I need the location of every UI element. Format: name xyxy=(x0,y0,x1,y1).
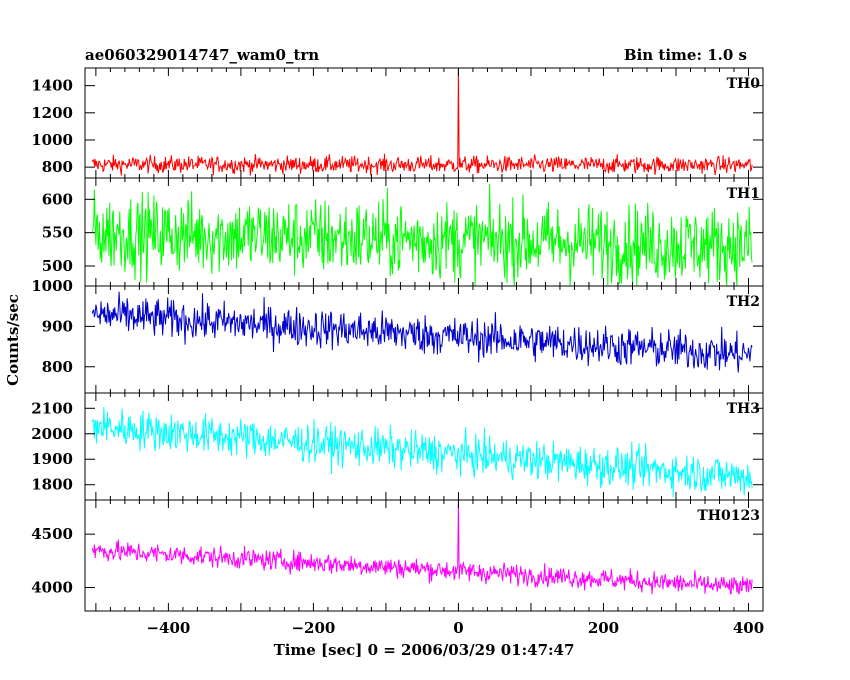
x-tick-label: −400 xyxy=(146,619,190,637)
chart-title: ae060329014747_wam0_trn xyxy=(85,46,319,64)
panel-label-th0123: TH0123 xyxy=(697,508,760,524)
y-tick-label-th3: 2100 xyxy=(31,399,73,417)
panel-label-th2: TH2 xyxy=(727,294,760,310)
y-tick-label-th0123: 4500 xyxy=(31,525,73,543)
x-tick-label: 400 xyxy=(733,619,764,637)
y-tick-label-th1: 500 xyxy=(42,257,73,275)
panel-label-th1: TH1 xyxy=(727,186,760,202)
series-line-th0123 xyxy=(91,499,753,596)
y-tick-label-th2: 900 xyxy=(42,317,73,335)
panel-label-th3: TH3 xyxy=(727,401,760,417)
y-tick-label-th3: 2000 xyxy=(31,425,73,443)
series-line-th0 xyxy=(91,67,753,176)
x-tick-label: −200 xyxy=(291,619,335,637)
x-tick-label: 200 xyxy=(588,619,619,637)
y-tick-label-th2: 800 xyxy=(42,358,73,376)
y-tick-label-th0: 1200 xyxy=(31,104,73,122)
y-tick-label-th2: 1000 xyxy=(31,277,73,295)
series-line-th1 xyxy=(91,183,753,287)
x-tick-label: 0 xyxy=(453,619,463,637)
series-line-th3 xyxy=(91,406,753,498)
panel-frame-th0123 xyxy=(84,499,764,612)
panels-group: 800 1000 1200 1400 TH0 500 550 600 TH1 800 900 1000… xyxy=(31,67,764,637)
y-tick-label-th0123: 4000 xyxy=(31,579,73,597)
series-line-th2 xyxy=(91,291,753,373)
y-tick-label-th0: 800 xyxy=(42,158,73,176)
y-tick-label-th0: 1000 xyxy=(31,131,73,149)
panel-label-th0: TH0 xyxy=(727,76,761,92)
y-tick-label-th3: 1900 xyxy=(31,450,73,468)
y-tick-label-th0: 1400 xyxy=(31,77,73,95)
y-tick-label-th3: 1800 xyxy=(31,476,73,494)
y-tick-label-th1: 550 xyxy=(42,224,73,242)
y-tick-label-th1: 600 xyxy=(42,190,73,208)
y-axis-label: Counts/sec xyxy=(4,294,22,386)
x-axis-label: Time [sec] 0 = 2006/03/29 01:47:47 xyxy=(274,641,575,659)
bin-time-label: Bin time: 1.0 s xyxy=(624,46,747,64)
